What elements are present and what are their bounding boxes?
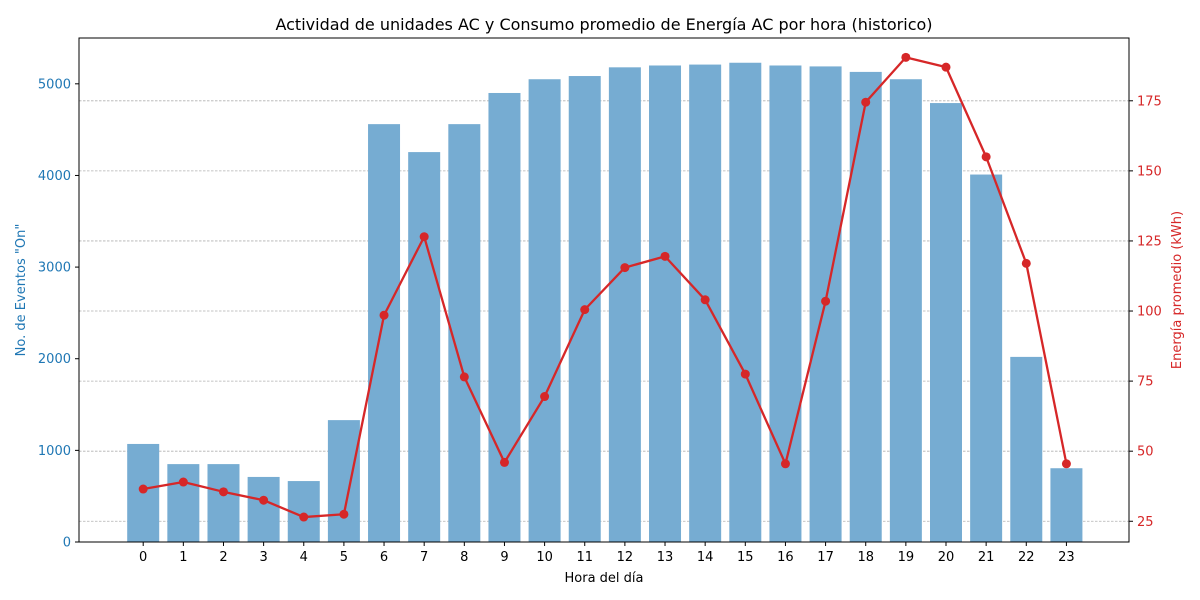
x-axis-label: Hora del día bbox=[565, 571, 644, 586]
bar bbox=[207, 464, 240, 542]
bar bbox=[247, 476, 280, 542]
y-tick-label: 4000 bbox=[38, 169, 71, 184]
plot-frame bbox=[78, 37, 1130, 543]
x-tick-label: 12 bbox=[617, 550, 634, 565]
line-point bbox=[138, 484, 148, 494]
x-tick-label: 22 bbox=[1018, 550, 1035, 565]
bar bbox=[849, 71, 882, 542]
bar bbox=[1050, 468, 1083, 542]
line-point bbox=[580, 305, 590, 315]
line-point bbox=[299, 512, 309, 522]
x-tick-label: 20 bbox=[938, 550, 955, 565]
x-tick-label: 14 bbox=[697, 550, 714, 565]
x-tick-label: 13 bbox=[657, 550, 674, 565]
y-tick-label: 2000 bbox=[38, 352, 71, 367]
y-axis-left: 0 1000 2000 3000 4000 5000 bbox=[38, 77, 79, 551]
line-point bbox=[419, 232, 429, 242]
line-point bbox=[459, 372, 469, 382]
line-point bbox=[540, 392, 550, 402]
line-point bbox=[379, 310, 389, 320]
chart-title: Actividad de unidades AC y Consumo prome… bbox=[275, 15, 932, 34]
y2-tick-label: 100 bbox=[1137, 305, 1162, 320]
line-point bbox=[821, 296, 831, 306]
y2-tick-label: 125 bbox=[1137, 234, 1162, 249]
bar bbox=[729, 62, 762, 542]
line-point bbox=[1021, 258, 1031, 268]
bar bbox=[327, 420, 360, 542]
line-point bbox=[178, 477, 188, 487]
y2-tick-label: 150 bbox=[1137, 164, 1162, 179]
bar bbox=[408, 152, 441, 542]
line-point bbox=[620, 263, 630, 273]
x-tick-label: 1 bbox=[179, 550, 187, 565]
x-axis: 0 1 2 3 4 5 6 7 8 9 10 11 12 13 14 15 16 17 18 19 20 21 22 23 bbox=[139, 542, 1075, 565]
x-tick-label: 9 bbox=[500, 550, 508, 565]
x-tick-label: 2 bbox=[219, 550, 227, 565]
line-point bbox=[901, 52, 911, 62]
bar bbox=[1010, 356, 1043, 542]
x-tick-label: 10 bbox=[536, 550, 553, 565]
x-tick-label: 18 bbox=[857, 550, 874, 565]
line-point bbox=[660, 251, 670, 261]
x-tick-label: 7 bbox=[420, 550, 428, 565]
bar bbox=[769, 65, 802, 542]
plot-border bbox=[78, 37, 1130, 543]
x-tick-label: 4 bbox=[300, 550, 308, 565]
x-tick-label: 6 bbox=[380, 550, 388, 565]
x-tick-label: 17 bbox=[817, 550, 834, 565]
line-point bbox=[861, 97, 871, 107]
bar bbox=[528, 79, 561, 543]
line-point bbox=[259, 495, 269, 505]
line-point bbox=[1061, 459, 1071, 469]
x-tick-label: 3 bbox=[259, 550, 267, 565]
line-point bbox=[981, 152, 991, 162]
bar bbox=[930, 103, 962, 542]
bar bbox=[889, 79, 922, 543]
series-line bbox=[143, 56, 1068, 519]
line-point bbox=[941, 62, 951, 72]
bar bbox=[448, 124, 481, 542]
x-tick-label: 21 bbox=[978, 550, 995, 565]
line-point bbox=[740, 369, 750, 379]
x-tick-label: 5 bbox=[340, 550, 348, 565]
x-tick-label: 15 bbox=[737, 550, 754, 565]
y2-tick-label: 25 bbox=[1137, 515, 1154, 530]
y-axis-right: 25 50 75 100 125 150 175 bbox=[1129, 94, 1162, 530]
x-tick-label: 8 bbox=[460, 550, 468, 565]
line-point bbox=[700, 295, 710, 305]
bar bbox=[608, 67, 641, 542]
x-tick-label: 16 bbox=[777, 550, 794, 565]
x-tick-label: 11 bbox=[576, 550, 593, 565]
x-tick-label: 19 bbox=[898, 550, 915, 565]
x-tick-label: 0 bbox=[139, 550, 147, 565]
bar bbox=[970, 174, 1003, 542]
y-tick-label: 0 bbox=[63, 536, 71, 551]
y-axis-label-right: Energía promedio (kWh) bbox=[1170, 211, 1185, 369]
line-point bbox=[218, 487, 228, 497]
line-point bbox=[499, 457, 509, 467]
y2-tick-label: 50 bbox=[1137, 445, 1154, 460]
grid-lines bbox=[79, 100, 1129, 522]
bar bbox=[167, 464, 200, 542]
bar bbox=[488, 92, 521, 543]
x-tick-label: 23 bbox=[1058, 550, 1075, 565]
line-series bbox=[138, 52, 1071, 522]
line-point bbox=[780, 459, 790, 469]
y2-tick-label: 75 bbox=[1137, 375, 1154, 390]
y-tick-label: 5000 bbox=[38, 77, 71, 92]
y-axis-label-left: No. de Eventos "On" bbox=[14, 224, 29, 357]
line-point bbox=[339, 509, 349, 519]
y2-tick-label: 175 bbox=[1137, 94, 1162, 109]
y-tick-label: 3000 bbox=[38, 261, 71, 276]
bar bbox=[649, 65, 682, 542]
y-tick-label: 1000 bbox=[38, 444, 71, 459]
bar-series bbox=[127, 62, 1083, 543]
bar bbox=[368, 124, 401, 542]
